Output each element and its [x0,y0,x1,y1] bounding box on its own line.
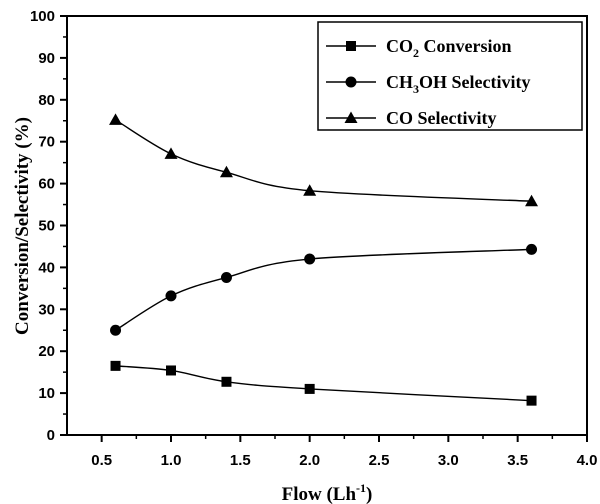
legend-marker [346,41,356,51]
data-point [219,165,233,178]
data-point [165,290,177,302]
legend-label-main: CH [386,72,413,92]
data-point [526,395,537,406]
y-tick-label: 40 [38,259,55,276]
legend-label-main: CO Selectivity [386,108,496,128]
x-tick-label: 1.5 [230,452,251,469]
x-axis-ticks: 0.5 1.0 1.5 2.0 2.5 3.0 3.5 4.0 [91,435,597,469]
data-point [166,365,176,376]
y-tick-label: 90 [38,50,55,67]
legend-marker [344,111,358,123]
y-tick-label: 100 [30,8,55,25]
data-point [303,184,317,196]
legend-label-rest: OH Selectivity [419,72,530,92]
x-axis-title-close: ) [366,484,372,504]
x-tick-label: 2.0 [299,452,320,469]
series-layer [109,113,539,406]
legend-label: CO Selectivity [386,108,496,128]
data-point [526,243,538,255]
legend: CO2 Conversion CH3OH Selectivity CO Select… [317,21,583,131]
y-tick-label: 0 [47,427,55,444]
data-point [304,253,316,265]
legend-marker [345,76,357,88]
x-tick-label: 4.0 [577,452,598,469]
x-tick-label: 2.5 [369,452,390,469]
y-tick-label: 30 [38,301,55,318]
series-line [115,365,532,402]
series-square [110,360,537,406]
x-tick-label: 3.5 [507,452,528,469]
legend-box [317,21,583,131]
legend-label-subscript: 3 [413,82,419,96]
data-point [221,376,232,387]
legend-item: CO Selectivity [326,108,496,128]
legend-label: CH3OH Selectivity [386,72,530,96]
x-tick-label: 0.5 [91,452,112,469]
legend-label: CO2 Conversion [386,36,512,60]
y-tick-label: 80 [38,92,55,109]
legend-label-rest: Conversion [419,36,512,56]
y-tick-label: 10 [38,385,55,402]
x-tick-label: 1.0 [161,452,182,469]
legend-item: CH3OH Selectivity [326,72,530,96]
legend-label-main: CO [386,36,413,56]
y-axis-title: Conversion/Selectivity (%) [12,117,33,335]
series-line [115,119,532,202]
data-point [164,147,178,159]
x-axis-title: Flow (Lh-1) [282,481,373,504]
y-tick-label: 70 [38,134,55,151]
data-point [525,194,539,207]
y-tick-label: 20 [38,343,55,360]
data-point [220,271,232,283]
series-line [115,248,532,331]
series-circle [110,243,538,336]
legend-label-subscript: 2 [413,46,419,60]
y-tick-label: 50 [38,218,55,235]
x-axis-title-superscript: -1 [356,481,366,495]
data-point [109,113,123,125]
data-point [110,324,122,336]
series-triangle [109,113,539,207]
y-tick-label: 60 [38,176,55,193]
x-axis-title-main: Flow (Lh [282,484,357,504]
x-tick-label: 3.0 [438,452,459,469]
data-point [304,383,315,394]
data-point [110,360,121,371]
legend-item: CO2 Conversion [326,36,512,60]
y-axis-ticks: 0 10 20 30 40 50 60 70 80 90 100 [30,8,67,444]
